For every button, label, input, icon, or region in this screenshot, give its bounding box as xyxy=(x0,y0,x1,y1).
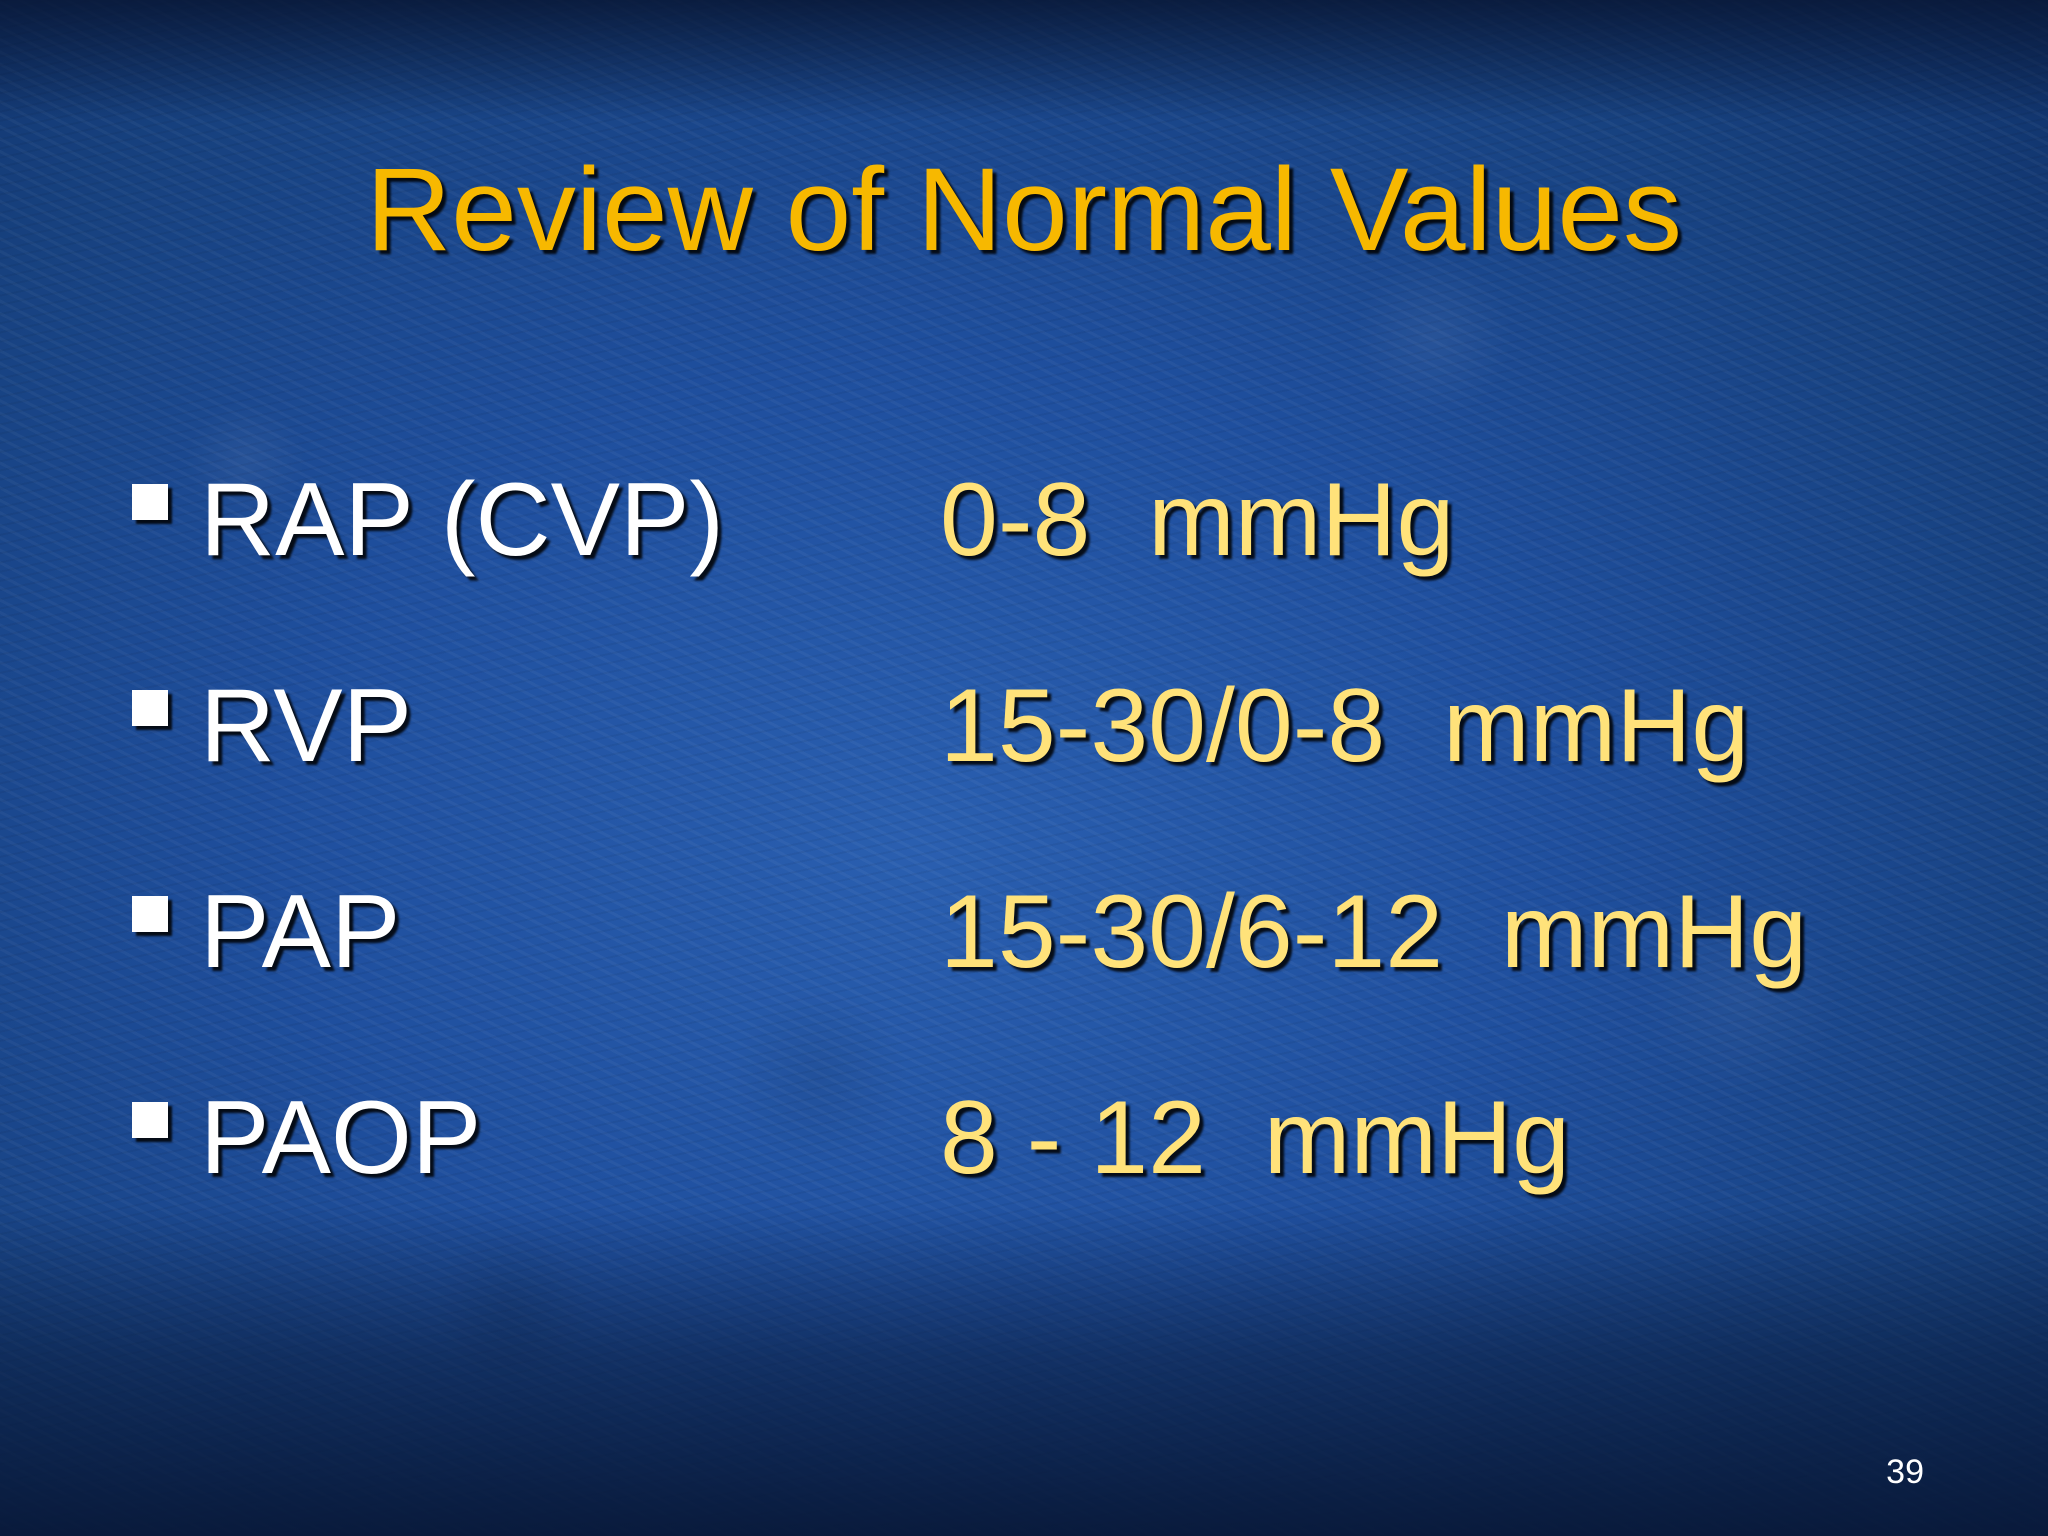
parameter-value: 0-8 mmHg xyxy=(940,462,1455,578)
parameter-value: 15-30/0-8 mmHg xyxy=(940,668,1750,784)
list-item: RAP (CVP) 0-8 mmHg xyxy=(0,460,2048,590)
list-item: RVP 15-30/0-8 mmHg xyxy=(0,666,2048,796)
square-bullet-icon xyxy=(132,690,168,726)
parameter-label: PAOP xyxy=(200,1080,482,1196)
parameter-label: RVP xyxy=(200,668,412,784)
parameter-label: RAP (CVP) xyxy=(200,462,724,578)
slide-title: Review of Normal Values xyxy=(366,144,1682,276)
list-item: PAOP 8 - 12 mmHg xyxy=(0,1078,2048,1208)
square-bullet-icon xyxy=(132,1102,168,1138)
parameter-value: 8 - 12 mmHg xyxy=(940,1080,1570,1196)
square-bullet-icon xyxy=(132,896,168,932)
square-bullet-icon xyxy=(132,484,168,520)
parameter-value: 15-30/6-12 mmHg xyxy=(940,874,1808,990)
parameter-label: PAP xyxy=(200,874,401,990)
slide-number: 39 xyxy=(1886,1453,1924,1491)
list-item: PAP 15-30/6-12 mmHg xyxy=(0,872,2048,1002)
